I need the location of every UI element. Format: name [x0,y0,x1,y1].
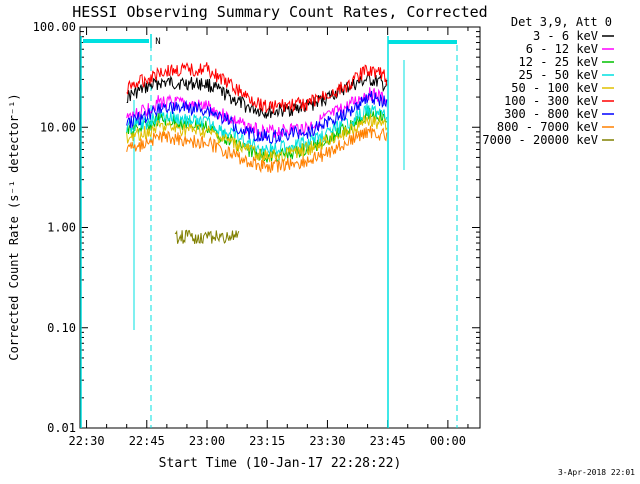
chart-title: HESSI Observing Summary Count Rates, Cor… [72,3,487,21]
legend-label: 12 - 25 keV [519,55,598,69]
legend-label: 7000 - 20000 keV [482,133,598,147]
legend-label: 300 - 800 keV [504,107,598,121]
date-stamp: 3-Apr-2018 22:01 [558,468,635,477]
legend-label: 100 - 300 keV [504,94,598,108]
series-line [126,90,388,145]
y-tick-label: 10.00 [40,120,76,134]
legend-label: 800 - 7000 keV [497,120,598,134]
legend-label: 50 - 100 keV [511,81,598,95]
y-axis-label: Corrected Count Rate (s⁻¹ detector⁻¹) [7,93,21,360]
legend-header: Det 3,9, Att 0 [511,15,612,29]
y-tick-label: 0.10 [47,321,76,335]
legend-label: 25 - 50 keV [519,68,598,82]
x-tick-label: 23:30 [309,434,345,448]
x-tick-label: 23:45 [370,434,406,448]
x-tick-label: 23:00 [189,434,225,448]
legend-label: 3 - 6 keV [533,29,598,43]
x-tick-label: 22:30 [68,434,104,448]
legend-label: 6 - 12 keV [526,42,598,56]
series-line [126,62,388,114]
x-tick-label: 22:45 [129,434,165,448]
series-line [126,113,388,163]
y-tick-label: 0.01 [47,421,76,435]
y-tick-label: 100.00 [33,20,76,34]
series-line [174,229,240,244]
x-tick-label: 23:15 [249,434,285,448]
x-axis-label: Start Time (10-Jan-17 22:28:22) [159,456,402,471]
series-line [126,103,388,157]
plot-layer: 0.01 0.10 1.00 10.00 100.00 22:30 22:45 23:00 23… [33,20,614,448]
series-line [126,125,388,174]
series-line [126,71,388,119]
y-tick-label: 1.00 [47,221,76,235]
saa-annotation: N [155,37,160,47]
x-tick-label: 00:00 [430,434,466,448]
